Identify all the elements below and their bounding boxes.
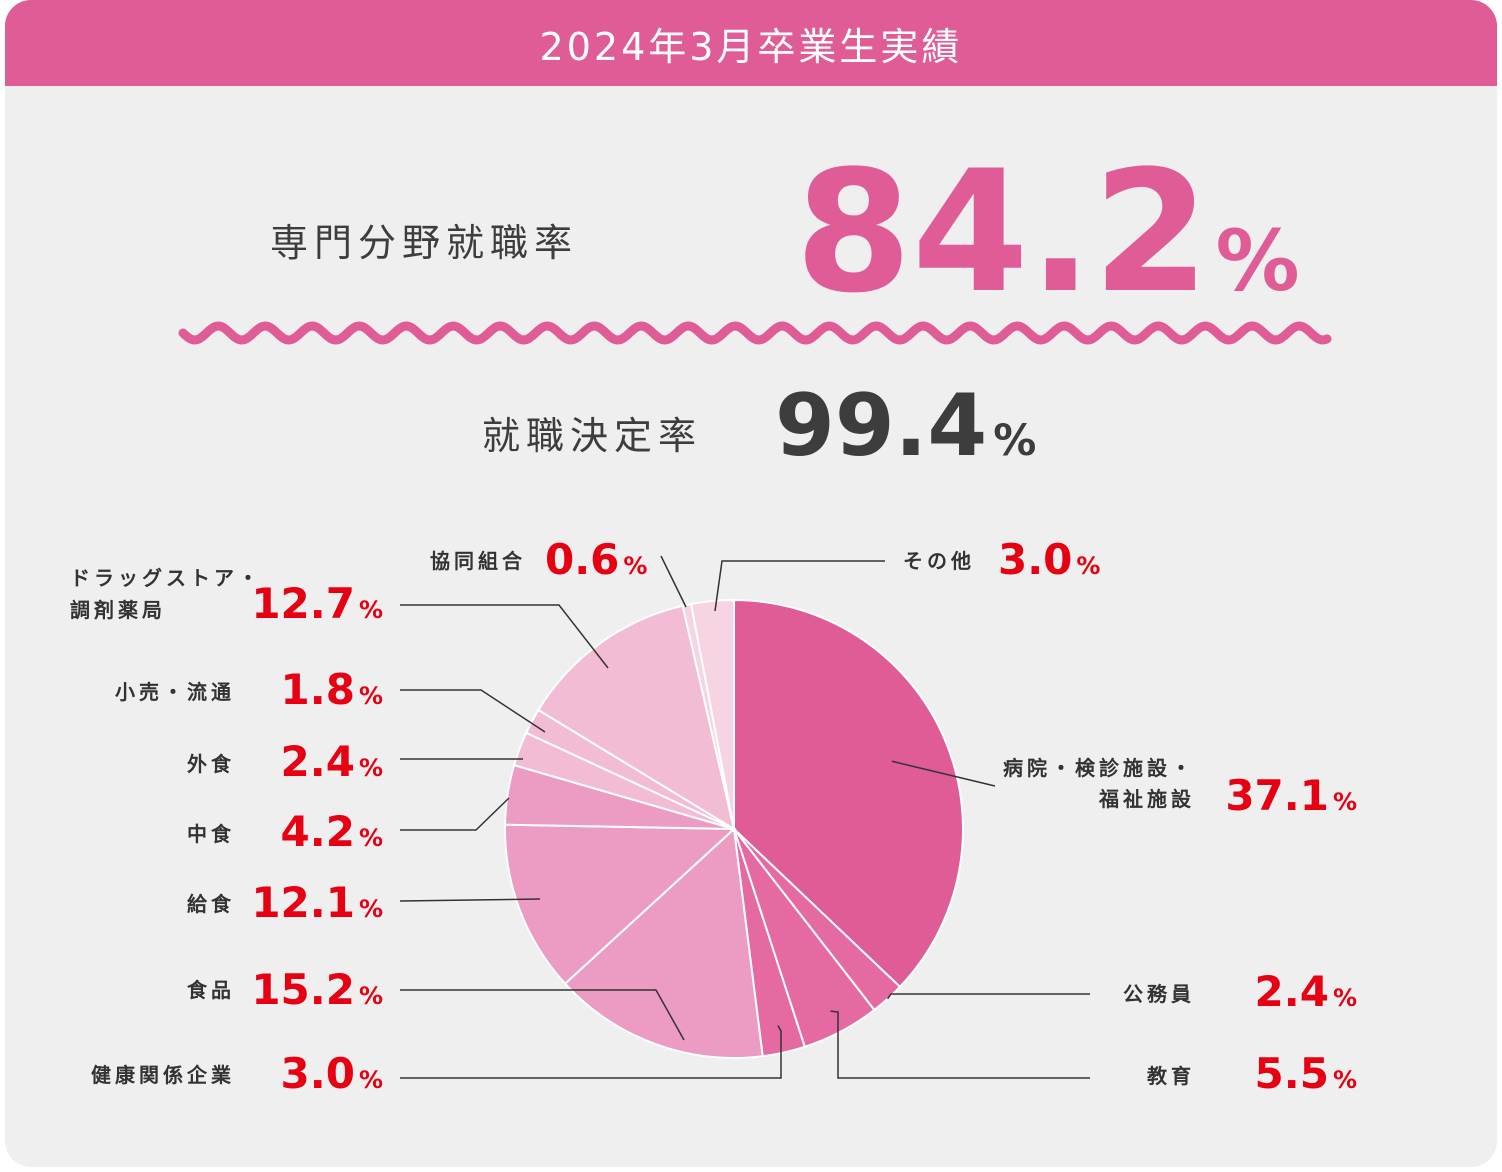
slice-label-hospital: 病院・検診施設・	[1003, 756, 1195, 780]
leader-line-drugstore	[400, 604, 609, 669]
slice-label-food: 食品	[187, 978, 235, 1002]
employment-rate-value: 99.4%	[775, 383, 1036, 469]
leader-line-coop	[660, 555, 687, 608]
slice-label-education: 教育	[1147, 1064, 1195, 1088]
pie-slices	[504, 598, 965, 1059]
employment-rate-number: 99.4	[775, 376, 988, 476]
slice-value-catering: 12.1%	[251, 878, 383, 927]
slice-value-dining: 2.4%	[281, 737, 383, 786]
employment-rate-label: 就職決定率	[482, 414, 703, 458]
specialty-rate-label: 専門分野就職率	[270, 221, 579, 265]
slice-value-health: 3.0%	[281, 1049, 383, 1098]
slice-value-drugstore: 12.7%	[251, 579, 383, 628]
header-title: 2024年3月卒業生実績	[539, 24, 963, 69]
slice-value-hospital: 37.1%	[1225, 771, 1357, 820]
leader-line-food	[400, 989, 685, 1041]
slice-value-education: 5.5%	[1255, 1049, 1357, 1098]
slice-value-coop: 0.6%	[545, 535, 647, 584]
pie-chart: 病院・検診施設・福祉施設 37.1 % 公務員 2.4 % 教育 5.5 % 健康関係企業 3.0%…	[70, 535, 1357, 1098]
slice-label-retail: 小売・流通	[115, 680, 235, 704]
leader-line-health	[400, 1025, 782, 1079]
pie-slice-other	[689, 598, 735, 830]
wavy-divider	[178, 321, 1332, 345]
slice-label-catering: 給食	[187, 892, 235, 916]
pie-slice-drugstore	[536, 604, 736, 832]
employment-rate-unit: %	[993, 416, 1037, 466]
slice-label-drugstore: 調剤薬局	[70, 598, 166, 622]
slice-label-dining: 外食	[187, 752, 235, 776]
slice-label-hospital: 福祉施設	[1098, 787, 1195, 811]
pie-slice-catering	[504, 823, 737, 986]
slice-value-retail: 1.8%	[281, 665, 383, 714]
pie-slice-food	[563, 826, 764, 1059]
slice-label-other: その他	[903, 549, 975, 573]
results-card: 2024年3月卒業生実績 専門分野就職率 84.2% 就職決定率 99.4% 病…	[5, 0, 1497, 1167]
leader-line-deli	[400, 797, 510, 831]
slice-value-deli: 4.2%	[281, 807, 383, 856]
leader-line-civil	[886, 993, 1090, 1000]
slice-label-drugstore: ドラッグストア・	[70, 566, 262, 590]
slice-label-deli: 中食	[187, 822, 235, 846]
slice-label-coop: 協同組合	[430, 549, 526, 573]
slice-label-health: 健康関係企業	[91, 1063, 235, 1087]
slice-label-civil: 公務員	[1123, 982, 1195, 1006]
specialty-rate-value: 84.2%	[795, 148, 1300, 316]
leader-line-education	[830, 1010, 1090, 1079]
specialty-rate-unit: %	[1215, 212, 1300, 310]
leader-line-catering	[399, 898, 541, 902]
leader-line-retail	[400, 689, 546, 733]
slice-value-civil: 2.4%	[1255, 967, 1357, 1016]
specialty-rate-number: 84.2	[795, 134, 1210, 330]
header-banner: 2024年3月卒業生実績	[5, 0, 1497, 86]
leader-line-other	[714, 560, 885, 612]
leader-line-hospital	[891, 760, 996, 787]
slice-value-other: 3.0%	[998, 535, 1100, 584]
slice-value-food: 15.2%	[251, 965, 383, 1014]
pie-slice-hospital	[733, 598, 965, 989]
